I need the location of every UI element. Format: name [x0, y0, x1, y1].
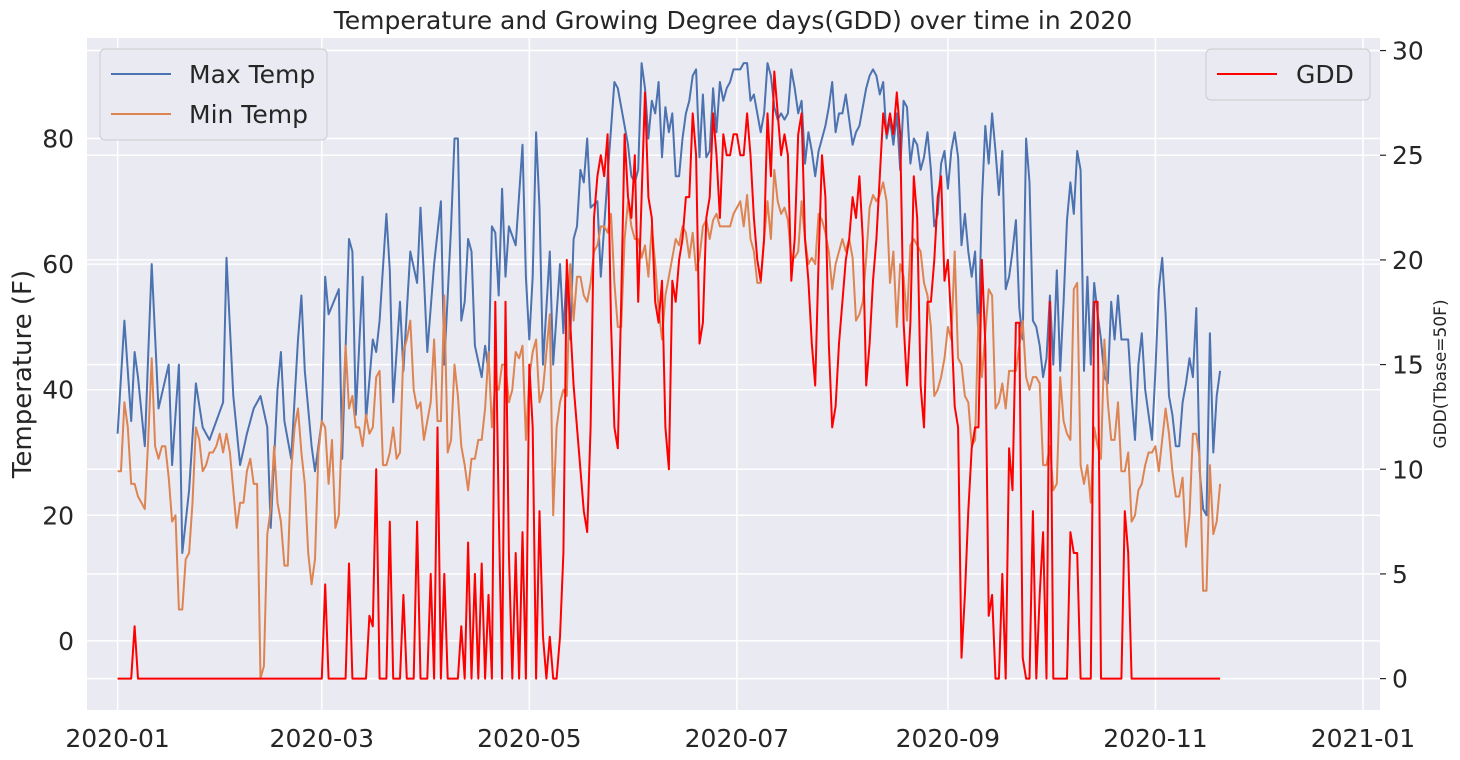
- y-tick-label: 0: [58, 627, 74, 656]
- y-axis-label: Temperature (F): [8, 270, 38, 479]
- x-tick-label: 2020-07: [685, 724, 789, 753]
- legend-min-temp-label: Min Temp: [189, 100, 308, 129]
- x-tick-label: 2020-11: [1103, 724, 1207, 753]
- chart-title: Temperature and Growing Degree days(GDD)…: [333, 6, 1133, 35]
- series-line-max-temp: [116, 62, 1222, 554]
- x-tick-label: 2020-03: [270, 724, 374, 753]
- y2-axis-label: GDD(Tbase=50F): [1431, 299, 1451, 448]
- series-line-min-temp: [117, 168, 1222, 680]
- legend-right: GDD: [1205, 48, 1371, 101]
- y2-tick-label: 25: [1392, 141, 1424, 170]
- x-tick-label: 2020-09: [896, 724, 1000, 753]
- y-tick-label: 40: [42, 376, 74, 405]
- x-tick-label: 2021-01: [1311, 724, 1415, 753]
- y2-tick-label: 5: [1392, 560, 1408, 589]
- y-tick-label: 20: [42, 501, 74, 530]
- series-layer: [116, 62, 1222, 680]
- y2-tick-label: 15: [1392, 351, 1424, 380]
- legend-right-frame: [1205, 48, 1371, 101]
- legend-max-temp-label: Max Temp: [189, 60, 315, 89]
- y-tick-label: 80: [42, 124, 74, 153]
- y2-tick-label: 20: [1392, 246, 1424, 275]
- y2-tick-label: 0: [1392, 665, 1408, 694]
- legend-left-frame: [99, 48, 328, 141]
- ticks-layer: 2020-01 2020-03 2020-05 2020-07 2020-09 2020-…: [42, 37, 1424, 753]
- y2-tick-label: 10: [1392, 455, 1424, 484]
- x-tick-label: 2020-01: [65, 724, 169, 753]
- plot-area: [87, 38, 1380, 710]
- legend-gdd-label: GDD: [1296, 60, 1354, 89]
- x-tick-label: 2020-05: [477, 724, 581, 753]
- y2-tick-label: 30: [1392, 37, 1424, 66]
- legend-left: Max Temp Min Temp: [99, 48, 328, 141]
- series-line-gdd: [117, 70, 1221, 680]
- y-tick-label: 60: [42, 250, 74, 279]
